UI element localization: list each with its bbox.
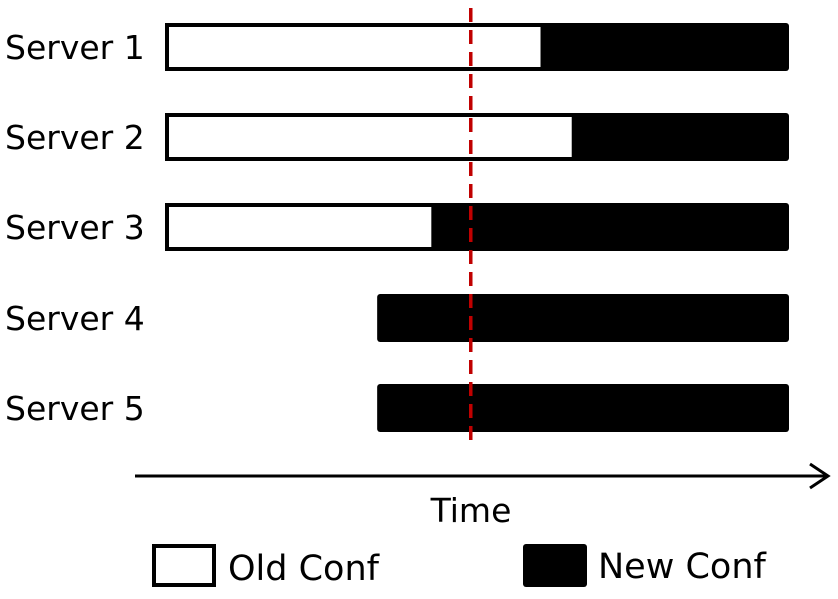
new-conf-segment (377, 384, 789, 432)
legend-swatch-new (523, 544, 587, 587)
server-label: Server 3 (5, 208, 145, 247)
legend-label-new: New Conf (598, 547, 767, 587)
server-label: Server 4 (5, 299, 145, 338)
time-axis-label: Time (430, 491, 512, 530)
legend-swatch-old (152, 544, 216, 587)
server-row: Server 2 (5, 113, 789, 161)
legend: Old Conf New Conf (152, 544, 767, 589)
server-label: Server 2 (5, 118, 145, 157)
time-axis-arrowhead (809, 462, 831, 490)
time-axis: Time (135, 462, 831, 530)
new-conf-segment (377, 294, 789, 342)
server-row: Server 4 (5, 294, 789, 342)
old-conf-segment (165, 113, 576, 161)
legend-item-old: Old Conf (152, 544, 380, 589)
old-conf-segment (165, 23, 545, 71)
legend-item-new: New Conf (523, 544, 767, 587)
server-label: Server 1 (5, 28, 145, 67)
legend-label-old: Old Conf (228, 549, 380, 589)
server-rows: Server 1 Server 2 Server 3 Server 4 Server 5 (5, 23, 789, 432)
old-conf-segment (165, 203, 436, 251)
server-row: Server 3 (5, 203, 789, 251)
server-row: Server 5 (5, 384, 789, 432)
server-row: Server 1 (5, 23, 789, 71)
server-label: Server 5 (5, 389, 145, 428)
